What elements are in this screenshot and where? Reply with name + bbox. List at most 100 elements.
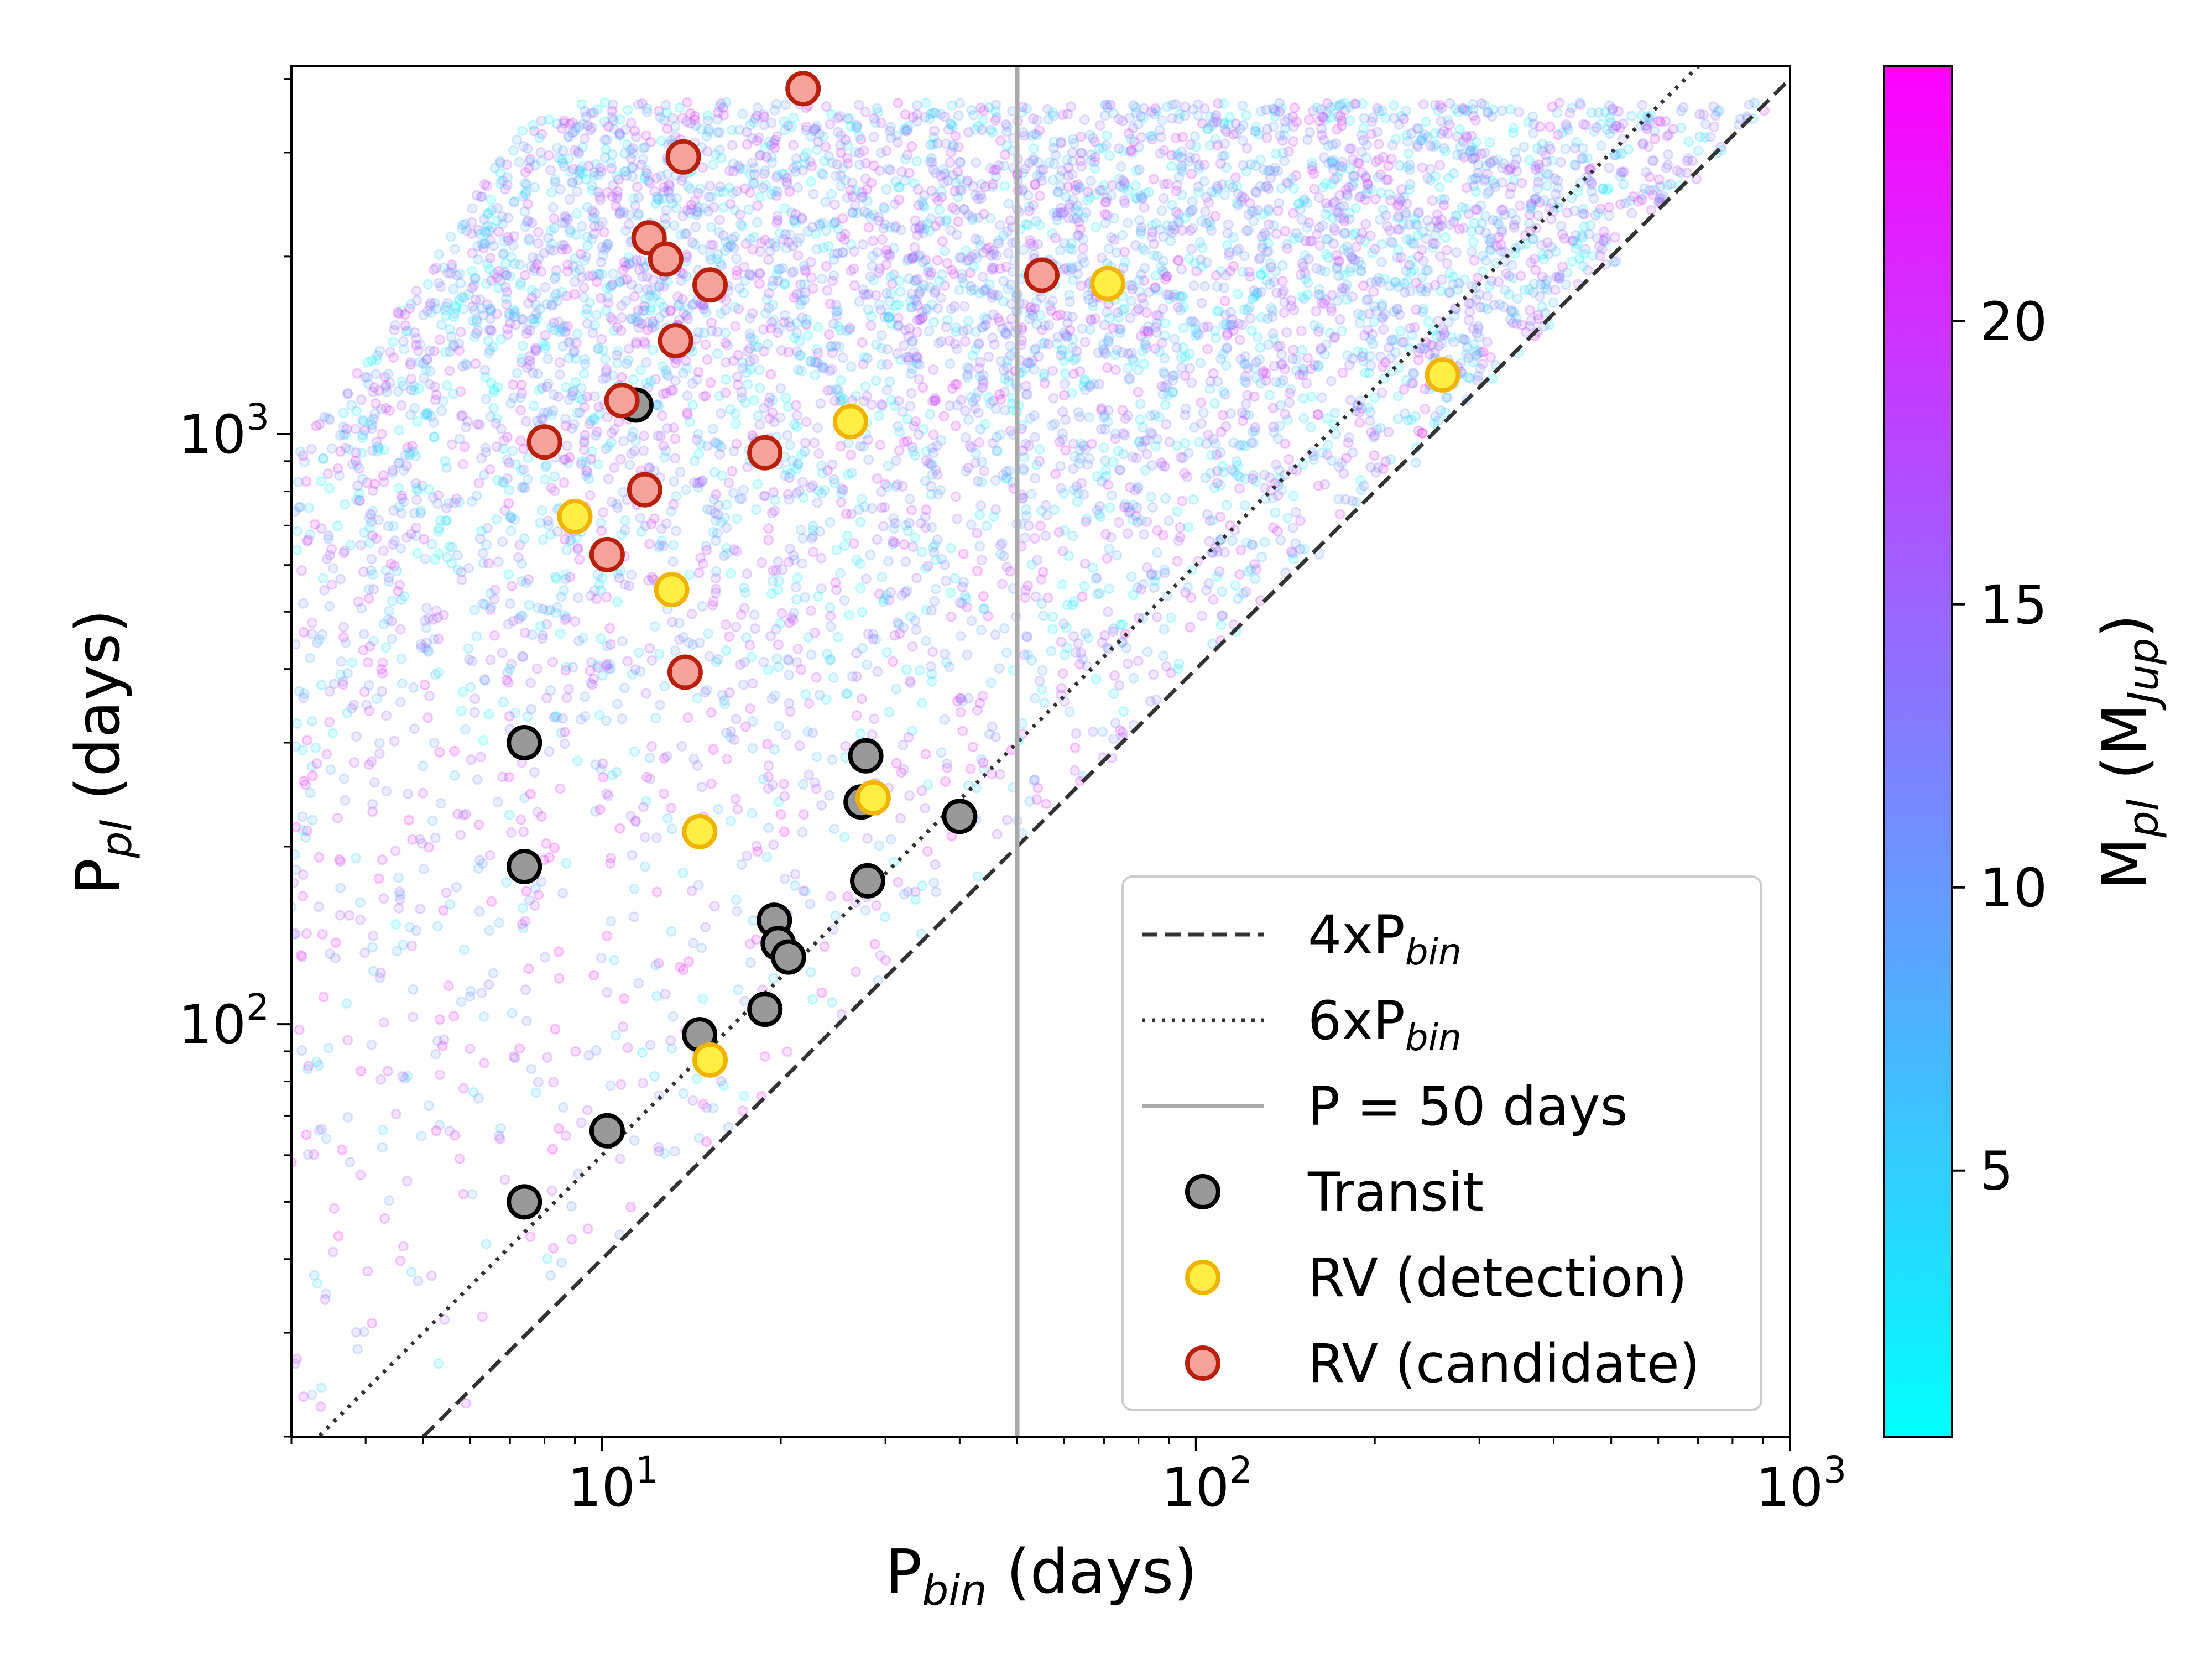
population-point xyxy=(1328,332,1339,343)
population-point xyxy=(396,653,407,664)
population-point xyxy=(1186,243,1197,254)
population-point xyxy=(1598,235,1609,246)
population-point xyxy=(472,254,483,265)
population-point xyxy=(520,984,531,995)
population-point xyxy=(828,672,839,683)
population-point xyxy=(791,657,802,668)
population-point xyxy=(645,1040,656,1051)
population-point xyxy=(731,253,742,264)
population-point xyxy=(363,593,374,604)
population-point xyxy=(1040,530,1051,541)
population-point xyxy=(513,613,524,624)
population-point xyxy=(1196,216,1207,227)
population-point xyxy=(306,1389,317,1400)
population-point xyxy=(466,283,477,294)
population-point xyxy=(1183,448,1194,458)
population-point xyxy=(571,353,581,364)
population-point xyxy=(912,184,924,195)
population-point xyxy=(875,486,886,497)
population-point xyxy=(1096,403,1107,414)
population-point xyxy=(1070,742,1081,753)
population-point xyxy=(407,834,418,845)
population-point xyxy=(917,257,928,268)
population-point xyxy=(639,301,650,312)
population-point xyxy=(881,184,892,195)
population-point xyxy=(936,747,947,758)
population-point xyxy=(432,1035,443,1046)
population-point xyxy=(607,770,618,781)
population-point xyxy=(809,437,820,448)
population-point xyxy=(795,524,806,535)
population-point xyxy=(570,266,581,277)
population-point xyxy=(381,710,392,721)
population-point xyxy=(1369,316,1380,327)
population-point xyxy=(1376,257,1387,268)
population-point xyxy=(373,873,384,884)
population-point xyxy=(1247,293,1258,304)
population-point xyxy=(763,535,774,546)
population-point xyxy=(1087,297,1098,308)
population-point xyxy=(1250,425,1261,436)
population-point xyxy=(1258,368,1269,379)
population-point xyxy=(674,634,685,645)
population-point xyxy=(702,504,713,515)
population-point xyxy=(1529,253,1540,264)
population-point xyxy=(542,1253,553,1264)
population-point xyxy=(1108,623,1119,634)
population-point xyxy=(609,462,620,473)
population-point xyxy=(896,166,907,177)
population-point xyxy=(1135,414,1145,425)
population-point xyxy=(1596,140,1607,152)
population-point xyxy=(651,832,662,843)
population-point xyxy=(922,846,933,857)
population-point xyxy=(700,390,711,401)
population-point xyxy=(1077,323,1088,334)
population-point xyxy=(1108,108,1119,119)
population-point xyxy=(718,202,729,213)
population-point xyxy=(397,491,408,502)
population-point xyxy=(1495,239,1506,251)
population-point xyxy=(837,247,848,258)
population-point xyxy=(1379,309,1390,320)
population-point xyxy=(726,568,737,579)
population-point xyxy=(766,693,778,705)
population-point xyxy=(1054,171,1065,182)
population-point xyxy=(1488,215,1499,226)
population-point xyxy=(1296,214,1307,225)
population-point xyxy=(517,651,528,662)
population-point xyxy=(860,905,871,916)
population-point xyxy=(321,1288,331,1300)
population-point xyxy=(1298,413,1310,424)
population-point xyxy=(703,628,714,639)
population-point xyxy=(930,221,941,232)
population-point xyxy=(720,236,731,247)
population-point xyxy=(1417,306,1428,317)
population-point xyxy=(1108,733,1119,744)
population-point xyxy=(572,408,582,419)
population-point xyxy=(624,209,635,220)
population-point xyxy=(909,242,920,253)
population-point xyxy=(1482,169,1493,179)
population-point xyxy=(1281,327,1292,338)
population-point xyxy=(1059,525,1070,536)
population-point xyxy=(445,324,456,335)
population-point xyxy=(571,337,582,348)
population-point xyxy=(1294,232,1305,243)
population-point xyxy=(1072,496,1083,507)
population-point xyxy=(1380,210,1391,221)
population-point xyxy=(321,1133,332,1144)
population-point xyxy=(920,254,931,265)
population-point xyxy=(1122,217,1133,228)
population-point xyxy=(638,801,649,812)
population-point xyxy=(1359,330,1370,341)
population-point xyxy=(1020,585,1031,596)
population-point xyxy=(1176,352,1187,363)
population-point xyxy=(644,539,655,550)
population-point xyxy=(1176,452,1186,463)
population-point xyxy=(1564,107,1575,118)
population-point xyxy=(1018,184,1029,195)
population-point xyxy=(1028,143,1039,154)
population-point xyxy=(857,693,867,705)
population-point xyxy=(1302,134,1313,145)
